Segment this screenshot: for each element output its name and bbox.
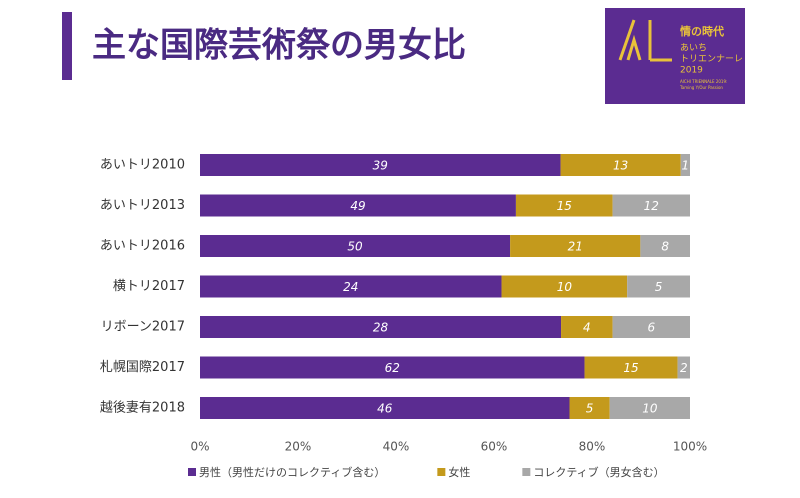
- bar-segment: [561, 316, 613, 338]
- y-tick-label: 越後妻有2018: [100, 401, 185, 416]
- data-label: 1: [682, 159, 690, 173]
- data-label: 6: [647, 321, 655, 335]
- bar-segment: [200, 397, 570, 419]
- legend-label: コレクティブ（男女含む）: [533, 465, 664, 479]
- title-accent: [62, 12, 72, 80]
- logo-title: 情の時代: [680, 24, 724, 38]
- data-label: 50: [347, 240, 363, 254]
- logo-caption: Taming Y/Our Passion: [679, 85, 723, 90]
- bar-segment: [569, 397, 610, 419]
- logo-text: あいち: [680, 43, 707, 54]
- data-label: 2: [680, 361, 688, 375]
- bar-segment: [609, 397, 690, 419]
- legend-swatch: [437, 468, 446, 476]
- bar-segment: [560, 154, 681, 176]
- y-tick-label: あいトリ2010: [100, 158, 185, 173]
- bar-segment: [501, 275, 628, 298]
- legend-swatch: [522, 468, 531, 476]
- x-tick-label: 100%: [673, 440, 707, 454]
- logo: 情の時代 あいち トリエンナーレ 2019 AICHI TRIENNALE 20…: [605, 8, 745, 104]
- data-label: 15: [557, 199, 572, 213]
- x-tick-label: 80%: [579, 440, 606, 454]
- bar-segment: [200, 154, 561, 176]
- chart-title: 主な国際芸術祭の男女比: [92, 26, 466, 66]
- logo-text: トリエンナーレ: [680, 54, 743, 65]
- data-label: 10: [557, 280, 573, 294]
- data-label: 28: [373, 321, 389, 335]
- x-tick-label: 40%: [383, 440, 410, 454]
- x-tick-label: 20%: [285, 440, 312, 454]
- data-label: 5: [655, 280, 663, 294]
- data-label: 8: [661, 240, 669, 254]
- bar-segment: [584, 356, 678, 379]
- bar-segment: [200, 235, 511, 257]
- y-tick-label: あいトリ2013: [100, 198, 185, 213]
- data-label: 39: [373, 159, 388, 173]
- data-label: 12: [644, 199, 659, 213]
- y-tick-label: 横トリ2017: [113, 279, 185, 294]
- bar-segment: [640, 235, 690, 257]
- bar-segment: [612, 316, 690, 338]
- data-label: 15: [623, 361, 638, 375]
- legend-label: 女性: [448, 465, 470, 479]
- logo-mark: [618, 19, 672, 62]
- logo-caption: AICHI TRIENNALE 2019:: [680, 79, 727, 84]
- legend-swatch: [188, 468, 196, 476]
- bar-segment: [200, 316, 562, 338]
- x-tick-label: 60%: [481, 440, 508, 454]
- logo-text: 2019: [680, 66, 703, 76]
- bar-segment: [677, 356, 690, 379]
- bar-segment: [200, 275, 502, 298]
- data-label: 49: [350, 199, 365, 213]
- bar-segment: [627, 275, 690, 298]
- y-tick-label: 札幌国際2017: [100, 359, 185, 375]
- data-label: 24: [343, 280, 358, 294]
- data-label: 13: [613, 159, 628, 173]
- data-label: 5: [586, 402, 594, 416]
- data-label: 4: [583, 321, 591, 335]
- data-label: 10: [642, 402, 658, 416]
- data-label: 46: [377, 402, 393, 416]
- bar-segment: [612, 194, 690, 217]
- legend-label: 男性（男性だけのコレクティブ含む）: [199, 465, 385, 479]
- data-label: 21: [568, 240, 583, 254]
- bar-segment: [510, 235, 641, 257]
- bar-segment: [200, 194, 516, 217]
- data-label: 62: [385, 361, 400, 375]
- x-tick-label: 0%: [190, 440, 209, 454]
- y-tick-label: あいトリ2016: [100, 239, 185, 254]
- bar-segment: [200, 356, 585, 379]
- bar-segment: [680, 154, 690, 176]
- y-tick-label: リボーン2017: [101, 320, 185, 335]
- bar-segment: [515, 194, 613, 217]
